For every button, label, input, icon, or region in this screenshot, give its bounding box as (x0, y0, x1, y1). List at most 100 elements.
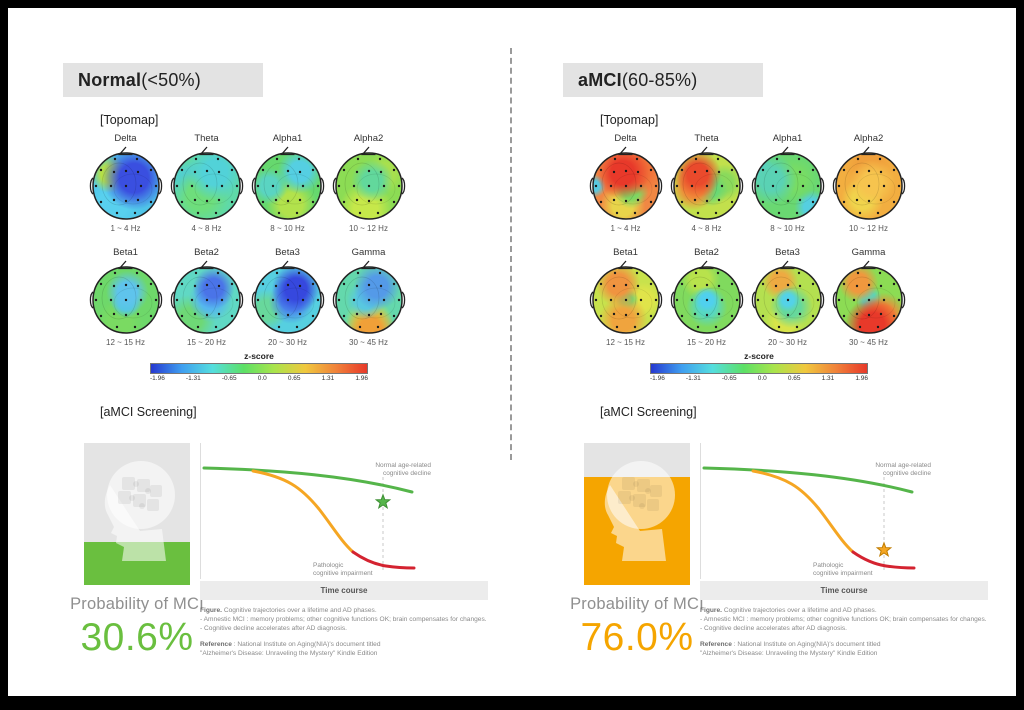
topomap-frequency: 15 ~ 20 Hz (187, 338, 226, 347)
svg-text:cognitive impairment: cognitive impairment (813, 570, 873, 577)
time-axis: Time course (700, 581, 988, 600)
figure-caption: Figure. Cognitive trajectories over a li… (200, 607, 487, 657)
topomap-frequency: 20 ~ 30 Hz (268, 338, 307, 347)
head-outline-electrodes (750, 259, 826, 337)
normal-decline-curve (702, 466, 914, 494)
condition-range: (60-85%) (621, 70, 698, 90)
head-outline-electrodes (669, 259, 745, 337)
topomap-title: Gamma (851, 247, 886, 258)
topomap-plot (592, 267, 659, 333)
topomap-title: Alpha2 (353, 133, 384, 144)
topomap-plot (754, 267, 821, 333)
svg-text:cognitive decline: cognitive decline (383, 470, 431, 477)
colorbar-tick: 1.96 (355, 375, 368, 382)
patient-position-star (374, 493, 392, 509)
topomap-frequency: 4 ~ 8 Hz (191, 224, 222, 233)
colorbar-label: z-score (244, 351, 274, 361)
condition-badge: Normal(<50%) (63, 63, 263, 97)
topomap-frequency: 12 ~ 15 Hz (106, 338, 145, 347)
head-outline-electrodes (588, 145, 664, 223)
colorbar-tick: 0.65 (287, 375, 301, 382)
ad-decline-curve (851, 550, 916, 570)
colorbar-tick: 0.0 (757, 375, 767, 382)
colorbar-tick: -1.96 (650, 375, 665, 382)
head-outline-electrodes (669, 145, 745, 223)
topomap-grid: Delta 1 ~ 4 Hz Theta 4 ~ 8 Hz Alpha1 8 ~ 1… (85, 133, 411, 361)
colorbar-tick: 0.0 (257, 375, 267, 382)
topomap-frequency: 8 ~ 10 Hz (770, 224, 805, 233)
topomap-frequency: 1 ~ 4 Hz (110, 224, 141, 233)
topomap-alpha2: Alpha2 10 ~ 12 Hz (828, 133, 909, 233)
topomap-plot (335, 153, 402, 219)
panel-amci: aMCI(60-85%) [Topomap] Delta 1 ~ 4 Hz The… (563, 55, 1011, 670)
topomap-title: Beta1 (613, 247, 638, 258)
topomap-beta2: Beta2 15 ~ 20 Hz (166, 247, 247, 347)
colorbar-gradient-strip (150, 363, 368, 374)
time-axis: Time course (200, 581, 488, 600)
topomap-theta: Theta 4 ~ 8 Hz (166, 133, 247, 233)
topomap-delta: Delta 1 ~ 4 Hz (585, 133, 666, 233)
probability-label: Probability of MCI (70, 595, 204, 613)
topomap-title: Alpha2 (853, 133, 884, 144)
topomap-section-label: [Topomap] (100, 113, 159, 127)
topomap-theta: Theta 4 ~ 8 Hz (666, 133, 747, 233)
head-outline-electrodes (331, 145, 407, 223)
topomap-grid: Delta 1 ~ 4 Hz Theta 4 ~ 8 Hz Alpha1 8 ~ 1… (585, 133, 911, 361)
topomap-title: Gamma (351, 247, 386, 258)
topomap-beta3: Beta3 20 ~ 30 Hz (747, 247, 828, 347)
svg-text:cognitive impairment: cognitive impairment (313, 570, 373, 577)
svg-text:cognitive decline: cognitive decline (883, 470, 931, 477)
cognitive-decline-chart: Normal age-related cognitive decline Pat… (200, 443, 488, 579)
topomap-delta: Delta 1 ~ 4 Hz (85, 133, 166, 233)
probability-label: Probability of MCI (570, 595, 704, 613)
colorbar-gradient-strip (650, 363, 868, 374)
zscore-colorbar: z-score -1.96 -1.31 -0.65 0.0 0.65 1.31 1.96 (150, 351, 368, 382)
panel-normal: Normal(<50%) [Topomap] Delta 1 ~ 4 Hz The… (63, 55, 511, 670)
probability-block: Probability of MCI 30.6% (65, 595, 209, 660)
colorbar-tick: -1.31 (685, 375, 701, 382)
probability-value: 30.6% (80, 616, 194, 659)
head-outline-electrodes (88, 259, 164, 337)
probability-block: Probability of MCI 76.0% (565, 595, 709, 660)
screening-section-label: [aMCI Screening] (100, 405, 197, 419)
zscore-colorbar: z-score -1.96 -1.31 -0.65 0.0 0.65 1.31 1.96 (650, 351, 868, 382)
topomap-frequency: 30 ~ 45 Hz (349, 338, 388, 347)
figure-caption: Figure. Cognitive trajectories over a li… (700, 607, 987, 657)
topomap-frequency: 8 ~ 10 Hz (270, 224, 305, 233)
head-outline-electrodes (831, 145, 907, 223)
head-silhouette (584, 443, 690, 585)
svg-text:Pathologic: Pathologic (313, 562, 344, 569)
head-outline-electrodes (250, 259, 326, 337)
topomap-title: Alpha1 (772, 133, 803, 144)
colorbar-tick: -1.96 (150, 375, 165, 382)
puzzle-brain-icon (618, 477, 662, 511)
mci-decline-curve (251, 469, 355, 554)
head-silhouette-figure (584, 443, 690, 585)
colorbar-label: z-score (744, 351, 774, 361)
topomap-beta1: Beta1 12 ~ 15 Hz (585, 247, 666, 347)
topomap-frequency: 10 ~ 12 Hz (849, 224, 888, 233)
topomap-beta1: Beta1 12 ~ 15 Hz (85, 247, 166, 347)
ad-decline-curve (351, 550, 416, 570)
topomap-frequency: 20 ~ 30 Hz (768, 338, 807, 347)
topomap-beta2: Beta2 15 ~ 20 Hz (666, 247, 747, 347)
topomap-alpha2: Alpha2 10 ~ 12 Hz (328, 133, 409, 233)
colorbar-tick: 1.96 (855, 375, 868, 382)
topomap-section-label: [Topomap] (600, 113, 659, 127)
head-outline-electrodes (169, 145, 245, 223)
topomap-title: Theta (194, 133, 219, 144)
topomap-beta3: Beta3 20 ~ 30 Hz (247, 247, 328, 347)
topomap-gamma: Gamma 30 ~ 45 Hz (328, 247, 409, 347)
topomap-frequency: 4 ~ 8 Hz (691, 224, 722, 233)
cognitive-decline-chart: Normal age-related cognitive decline Pat… (700, 443, 988, 579)
colorbar-tick: -0.65 (221, 375, 237, 382)
topomap-frequency: 12 ~ 15 Hz (606, 338, 645, 347)
topomap-title: Alpha1 (272, 133, 303, 144)
colorbar-tick: -0.65 (721, 375, 737, 382)
report-page: Normal(<50%) [Topomap] Delta 1 ~ 4 Hz The… (8, 8, 1016, 696)
topomap-title: Beta1 (113, 247, 138, 258)
topomap-plot (673, 267, 740, 333)
head-silhouette-figure (84, 443, 190, 585)
topomap-frequency: 15 ~ 20 Hz (687, 338, 726, 347)
probability-value: 76.0% (580, 616, 694, 659)
